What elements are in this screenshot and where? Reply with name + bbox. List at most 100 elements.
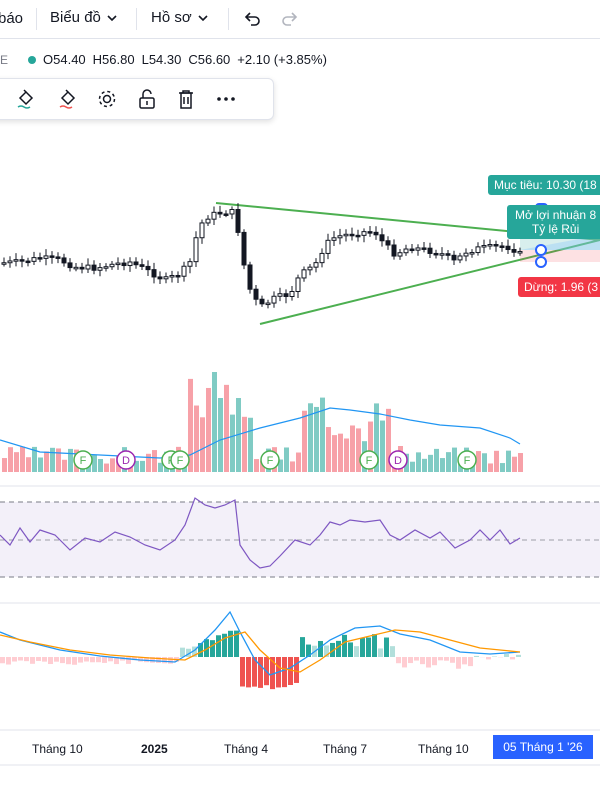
redo-icon[interactable] [280,9,300,29]
open-pnl-label[interactable]: Mở lợi nhuận 8 Tỷ lệ Rủi [507,205,600,239]
target-label[interactable]: Mục tiêu: 10.30 (18 [488,175,600,195]
volume-bar [2,458,7,472]
stop-label[interactable]: Dừng: 1.96 (3 [518,277,600,297]
alerts-menu-partial[interactable]: báo [0,10,24,27]
chart-menu-button[interactable]: Biểu đồ [50,9,117,26]
candle-body [355,234,361,238]
volume-bar [152,450,157,472]
event-markers[interactable]: FDFFFFDF [73,450,477,470]
financials-marker [457,450,477,470]
macd-histogram-bar [240,657,245,687]
volume-bar [134,460,139,472]
paint-bucket-icon[interactable] [15,88,37,110]
candle-body [121,262,127,267]
event-marker-label: F [267,455,274,467]
candle-body [451,254,457,261]
volume-bar [374,403,379,472]
volume-bar [56,448,61,472]
macd-histogram-bar [60,657,65,664]
macd-histogram-bar [162,657,167,664]
volume-bar [386,408,391,472]
candle-body [373,231,379,236]
candle-body [511,249,517,253]
macd-histogram-bar [432,657,437,666]
macd-histogram-bar [42,657,47,662]
more-icon[interactable] [215,88,237,110]
macd-line [0,610,521,676]
candle-body [391,244,397,257]
volume-bar [338,433,343,472]
macd-histogram-bar [216,635,221,657]
unlock-icon[interactable] [136,88,158,110]
volume-bar [206,387,211,472]
volume-bar [422,458,427,472]
macd-histogram-bar [54,657,59,662]
profile-menu-button[interactable]: Hồ sơ [151,9,208,26]
candle-body [253,288,259,300]
candle-body [37,257,43,260]
candle-body [193,237,199,263]
trash-icon[interactable] [175,88,197,110]
candle-body [481,244,487,248]
volume-bar [512,456,517,472]
candle-body [157,276,163,280]
macd-histogram-bar [288,657,293,685]
candle-body [127,261,133,267]
volume-bar [518,453,523,472]
candle-body [67,262,73,269]
candle-body [295,277,301,293]
macd-histogram-bar [294,657,299,683]
macd-histogram-bar [72,657,77,665]
macd-histogram-bar [30,657,35,664]
separator [36,8,37,30]
macd-histogram-bar [516,654,521,657]
candle-body [145,265,151,271]
macd-histogram-bar [438,657,443,661]
stop-handle[interactable] [535,256,547,268]
undo-icon[interactable] [242,9,262,29]
volume-bar [200,417,205,472]
candle-body [151,269,157,278]
chevron-down-icon [107,14,117,21]
volume-bar [476,451,481,472]
macd-histogram-bar [372,634,377,657]
candles-group [1,203,523,309]
macd-histogram-bar [450,657,455,663]
loss-zone[interactable] [520,250,600,262]
open-pnl-line2: Tỷ lệ Rủi [531,222,580,236]
macd-histogram-bar [258,657,263,688]
volume-bar [296,452,301,472]
macd-histogram-bar [282,657,287,688]
volume-bar [260,460,265,472]
volume-bar [368,421,373,472]
candle-body [367,231,373,234]
macd-histogram-bar [348,642,353,657]
macd-histogram-bar [378,648,383,657]
paint-bucket-red-icon[interactable] [57,88,79,110]
macd-histogram-bar [36,657,41,661]
candle-body [331,237,337,241]
candle-body [91,264,97,271]
volume-bar [308,403,313,472]
divider [0,38,600,39]
entry-handle[interactable] [535,244,547,256]
macd-histogram-bar [222,633,227,657]
volume-bar [44,451,49,472]
volume-bar [356,428,361,472]
volume-bar [98,458,103,472]
signal-line [0,629,521,673]
change-value: +2.10 (+3.85%) [237,52,327,67]
volume-bar [212,372,217,472]
candle-body [517,251,523,254]
gear-icon[interactable] [96,88,118,110]
candle-body [73,266,79,270]
volume-bar [458,463,463,472]
candle-body [307,266,313,271]
x-label: 2025 [141,742,168,756]
candle-body [43,255,49,259]
macd-histogram-bar [96,657,101,663]
macd-histogram-bar [396,657,401,664]
candle-body [343,233,349,237]
candle-body [403,248,409,254]
